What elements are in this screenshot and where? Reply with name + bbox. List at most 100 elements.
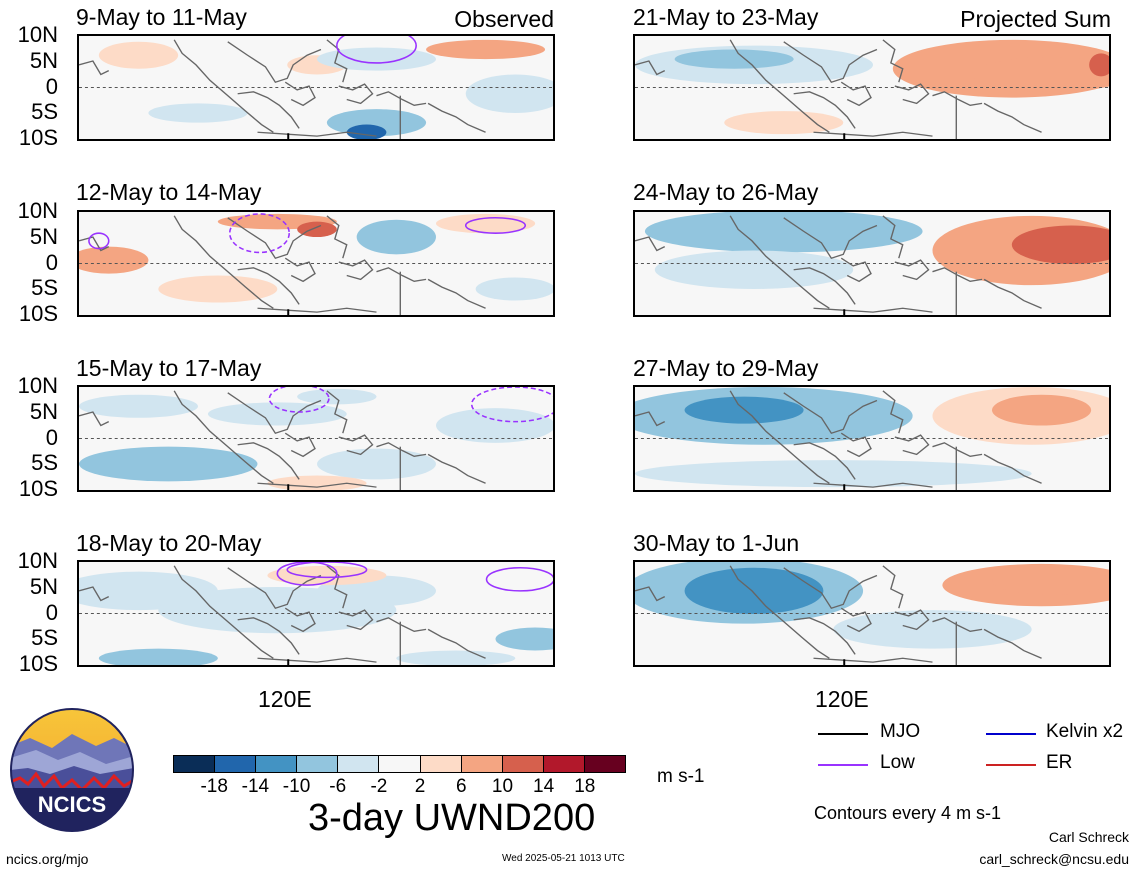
wind-anomaly-region <box>1011 225 1109 264</box>
colorbar-cell <box>583 756 626 772</box>
map-panel-4 <box>633 210 1111 317</box>
wind-anomaly-region <box>356 219 436 255</box>
colorbar-tick-label: -6 <box>329 776 347 797</box>
lat-label: 5S <box>31 625 58 651</box>
legend-label-er: ER <box>1046 752 1073 773</box>
coastline <box>729 39 830 133</box>
wind-anomaly-region <box>436 408 553 443</box>
coastline <box>793 442 856 480</box>
wind-anomaly-region <box>426 39 546 60</box>
wind-anomaly-region <box>674 49 794 69</box>
wind-anomaly-region <box>992 567 1109 595</box>
lat-label: 5N <box>29 573 58 599</box>
low-contour <box>464 217 527 234</box>
wind-anomaly-region <box>267 565 387 586</box>
coastline <box>173 390 274 484</box>
lat-label: 10N <box>17 22 58 47</box>
coastline <box>257 307 377 313</box>
coastline <box>227 392 322 435</box>
legend-swatch-er <box>986 764 1036 766</box>
wind-anomaly-region <box>316 448 436 480</box>
low-contour <box>286 562 368 579</box>
contour-note: Contours every 4 m s-1 <box>814 803 1002 823</box>
coastline <box>635 586 666 602</box>
colorbar <box>173 755 626 773</box>
coastline <box>894 259 930 281</box>
coastline <box>882 390 904 434</box>
low-contour <box>88 232 110 250</box>
legend-swatch-low <box>818 764 868 766</box>
wind-anomaly-region <box>684 567 824 614</box>
low-contour <box>276 562 338 586</box>
low-contour <box>485 567 553 592</box>
lat-label: 0 <box>45 249 58 275</box>
lat-label: 5S <box>31 275 58 301</box>
coastline <box>338 259 374 281</box>
map-panel-2 <box>633 34 1111 141</box>
lat-label: 10S <box>18 301 58 326</box>
coastline <box>284 432 316 458</box>
coastline <box>635 60 666 76</box>
coastline <box>983 102 1042 133</box>
coastline <box>338 434 374 456</box>
coastline <box>284 607 316 633</box>
lat-label: 10S <box>18 476 58 501</box>
lat-label: 10N <box>17 548 58 573</box>
coastline <box>237 267 300 305</box>
coastline <box>783 392 878 435</box>
footer-author: Carl Schreck <box>1048 829 1129 845</box>
colorbar-cell <box>337 756 379 772</box>
lat-label: 5N <box>29 47 58 73</box>
lat-label: 5N <box>29 398 58 424</box>
wind-anomaly-region <box>98 648 218 665</box>
wind-anomaly-region <box>79 246 149 274</box>
coastline <box>635 236 666 252</box>
wind-anomaly-region <box>297 221 337 238</box>
coastline <box>376 617 427 633</box>
lat-label: 10N <box>17 198 58 223</box>
wind-anomaly-region <box>495 627 553 651</box>
wind-anomaly-region <box>635 460 1032 488</box>
wind-anomaly-region <box>991 394 1092 426</box>
coastline <box>793 617 856 655</box>
panel-title-5: 15-May to 17-May <box>76 355 262 381</box>
wind-anomaly-region <box>79 394 198 418</box>
colorbar-tick-label: 10 <box>491 776 514 797</box>
panel-title-8: 30-May to 1-Jun <box>633 530 800 556</box>
colorbar-cell <box>419 756 461 772</box>
coastline <box>894 83 930 105</box>
coastline <box>983 628 1042 659</box>
colorbar-cell <box>378 756 420 772</box>
wind-anomaly-region <box>1089 53 1109 77</box>
coastline <box>427 278 486 309</box>
lon-label-left: 120E <box>258 686 312 712</box>
map-panel-7 <box>77 560 555 667</box>
coastline <box>173 215 274 309</box>
panel-title-6: 27-May to 29-May <box>633 355 819 381</box>
wind-anomaly-region <box>79 446 258 482</box>
coastline <box>376 442 427 458</box>
coastline <box>326 390 348 434</box>
coastline <box>813 307 933 313</box>
lat-label: 10S <box>18 651 58 676</box>
footer-timestamp: Wed 2025-05-21 1013 UTC <box>502 853 625 864</box>
coastline <box>635 411 666 427</box>
legend-label-mjo: MJO <box>880 721 921 742</box>
wind-anomaly-region <box>644 212 923 253</box>
panel-title-1: 9-May to 11-May <box>76 4 247 30</box>
coastline <box>326 565 348 609</box>
coastline <box>227 217 322 260</box>
coastline <box>840 607 872 633</box>
coastline <box>376 91 427 107</box>
coastline <box>813 131 933 137</box>
coastline <box>79 236 110 252</box>
lon-label-right: 120E <box>815 686 869 712</box>
coastline <box>813 482 933 488</box>
wind-anomaly-region <box>972 57 1109 92</box>
lat-label: 0 <box>45 599 58 625</box>
colorbar-cell <box>542 756 584 772</box>
lat-label: 5S <box>31 450 58 476</box>
coastline <box>338 609 374 631</box>
coastline <box>894 434 930 456</box>
coastline <box>783 41 878 84</box>
